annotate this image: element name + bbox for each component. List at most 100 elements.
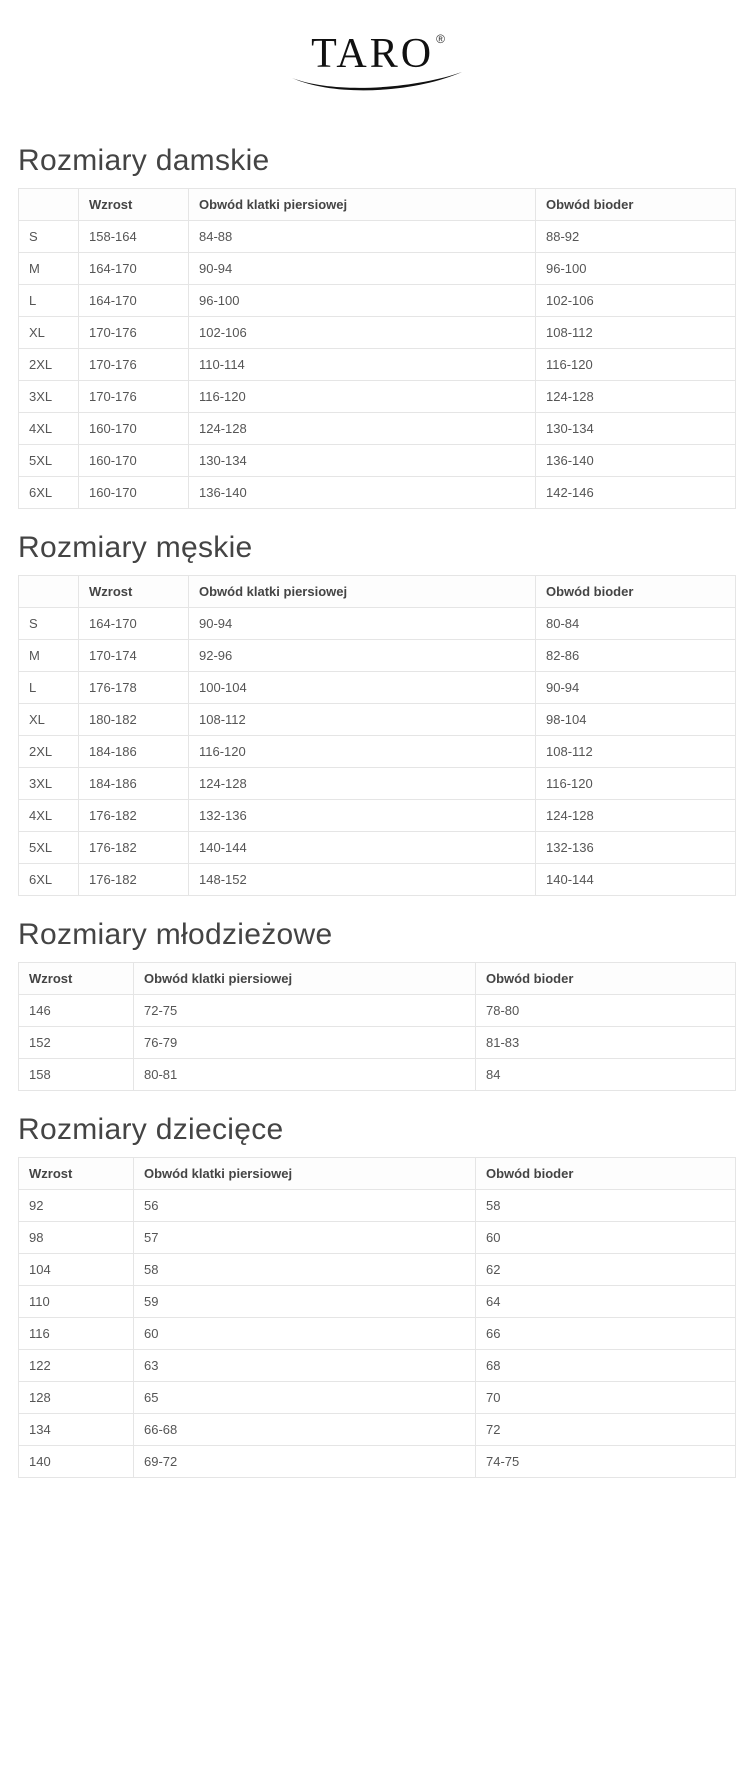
table-cell: 63: [134, 1350, 476, 1382]
table-row: 6XL176-182148-152140-144: [19, 864, 736, 896]
table-cell: 116-120: [536, 768, 736, 800]
table-cell: 176-182: [79, 800, 189, 832]
table-header-cell: Obwód klatki piersiowej: [189, 576, 536, 608]
table-cell: 124-128: [536, 381, 736, 413]
table-cell: 110: [19, 1286, 134, 1318]
table-cell: 2XL: [19, 736, 79, 768]
table-row: 1105964: [19, 1286, 736, 1318]
sections-root: Rozmiary damskieWzrostObwód klatki piers…: [18, 144, 736, 1478]
table-cell: 134: [19, 1414, 134, 1446]
table-cell: 164-170: [79, 608, 189, 640]
table-row: 5XL160-170130-134136-140: [19, 445, 736, 477]
table-header-cell: Obwód bioder: [536, 189, 736, 221]
table-cell: 80-84: [536, 608, 736, 640]
table-cell: 180-182: [79, 704, 189, 736]
table-cell: 62: [476, 1254, 736, 1286]
table-header-cell: Obwód klatki piersiowej: [134, 1158, 476, 1190]
table-cell: 4XL: [19, 800, 79, 832]
table-cell: 164-170: [79, 253, 189, 285]
table-header-cell: Wzrost: [79, 189, 189, 221]
table-cell: S: [19, 608, 79, 640]
table-row: 13466-6872: [19, 1414, 736, 1446]
table-cell: 140: [19, 1446, 134, 1478]
table-cell: 70: [476, 1382, 736, 1414]
table-header-row: WzrostObwód klatki piersiowejObwód biode…: [19, 576, 736, 608]
table-row: 2XL170-176110-114116-120: [19, 349, 736, 381]
table-cell: 184-186: [79, 736, 189, 768]
size-table: WzrostObwód klatki piersiowejObwód biode…: [18, 1157, 736, 1478]
table-cell: 158-164: [79, 221, 189, 253]
table-cell: 170-176: [79, 381, 189, 413]
table-cell: 116-120: [189, 736, 536, 768]
table-cell: 84-88: [189, 221, 536, 253]
table-cell: 176-182: [79, 864, 189, 896]
table-cell: 108-112: [189, 704, 536, 736]
size-table: WzrostObwód klatki piersiowejObwód biode…: [18, 962, 736, 1091]
table-cell: 90-94: [189, 608, 536, 640]
table-cell: 108-112: [536, 317, 736, 349]
table-header-cell: [19, 576, 79, 608]
table-cell: 81-83: [476, 1027, 736, 1059]
table-row: 3XL184-186124-128116-120: [19, 768, 736, 800]
table-cell: 184-186: [79, 768, 189, 800]
table-cell: 5XL: [19, 832, 79, 864]
table-row: 4XL160-170124-128130-134: [19, 413, 736, 445]
table-cell: 130-134: [189, 445, 536, 477]
table-cell: 130-134: [536, 413, 736, 445]
table-cell: 78-80: [476, 995, 736, 1027]
table-row: 15276-7981-83: [19, 1027, 736, 1059]
table-cell: 76-79: [134, 1027, 476, 1059]
table-cell: 98-104: [536, 704, 736, 736]
table-cell: M: [19, 253, 79, 285]
table-row: XL170-176102-106108-112: [19, 317, 736, 349]
table-cell: 60: [134, 1318, 476, 1350]
table-row: 925658: [19, 1190, 736, 1222]
registered-mark: ®: [436, 32, 445, 46]
table-cell: 110-114: [189, 349, 536, 381]
section-title: Rozmiary dziecięce: [18, 1113, 736, 1147]
table-header-cell: Wzrost: [19, 963, 134, 995]
table-cell: 100-104: [189, 672, 536, 704]
table-cell: 59: [134, 1286, 476, 1318]
table-cell: M: [19, 640, 79, 672]
table-cell: 72-75: [134, 995, 476, 1027]
table-cell: 2XL: [19, 349, 79, 381]
table-header-row: WzrostObwód klatki piersiowejObwód biode…: [19, 1158, 736, 1190]
table-cell: 5XL: [19, 445, 79, 477]
table-row: M164-17090-9496-100: [19, 253, 736, 285]
table-cell: 96-100: [536, 253, 736, 285]
table-cell: 88-92: [536, 221, 736, 253]
table-row: 3XL170-176116-120124-128: [19, 381, 736, 413]
logo-wrap: TARO®: [18, 20, 736, 122]
table-row: L176-178100-10490-94: [19, 672, 736, 704]
table-cell: 90-94: [536, 672, 736, 704]
size-table: WzrostObwód klatki piersiowejObwód biode…: [18, 188, 736, 509]
table-cell: 124-128: [189, 413, 536, 445]
table-cell: 170-174: [79, 640, 189, 672]
table-cell: 132-136: [189, 800, 536, 832]
table-cell: 58: [476, 1190, 736, 1222]
table-header-cell: Wzrost: [19, 1158, 134, 1190]
table-header-row: WzrostObwód klatki piersiowejObwód biode…: [19, 189, 736, 221]
table-cell: XL: [19, 704, 79, 736]
table-cell: 56: [134, 1190, 476, 1222]
table-cell: 84: [476, 1059, 736, 1091]
table-row: 2XL184-186116-120108-112: [19, 736, 736, 768]
table-cell: 69-72: [134, 1446, 476, 1478]
table-cell: 64: [476, 1286, 736, 1318]
table-cell: 6XL: [19, 864, 79, 896]
table-cell: 82-86: [536, 640, 736, 672]
table-row: 985760: [19, 1222, 736, 1254]
table-cell: 60: [476, 1222, 736, 1254]
table-cell: 66-68: [134, 1414, 476, 1446]
table-cell: 116: [19, 1318, 134, 1350]
table-cell: 104: [19, 1254, 134, 1286]
brand-name: TARO: [311, 31, 434, 77]
table-cell: XL: [19, 317, 79, 349]
table-cell: 164-170: [79, 285, 189, 317]
table-header-cell: Obwód klatki piersiowej: [134, 963, 476, 995]
table-cell: 72: [476, 1414, 736, 1446]
table-cell: 98: [19, 1222, 134, 1254]
table-cell: 176-178: [79, 672, 189, 704]
table-cell: 170-176: [79, 317, 189, 349]
